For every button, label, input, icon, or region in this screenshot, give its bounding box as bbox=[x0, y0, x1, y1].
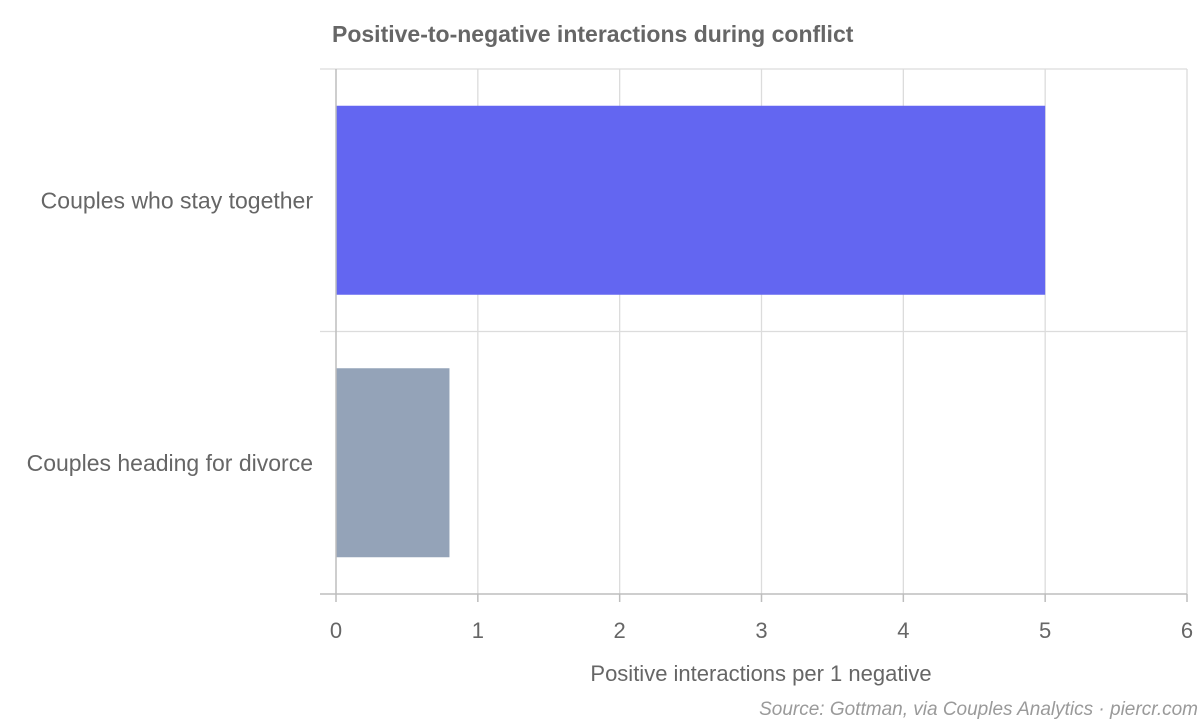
x-tick-label-2: 2 bbox=[614, 618, 626, 643]
x-tick-label-6: 6 bbox=[1181, 618, 1193, 643]
x-tick-label-5: 5 bbox=[1039, 618, 1051, 643]
x-axis-label: Positive interactions per 1 negative bbox=[590, 661, 931, 686]
bar-0 bbox=[336, 105, 1046, 295]
x-tick-labels: 0 1 2 3 4 5 6 bbox=[330, 618, 1193, 643]
axes bbox=[320, 69, 1188, 602]
x-tick-label-4: 4 bbox=[897, 618, 909, 643]
x-tick-label-1: 1 bbox=[472, 618, 484, 643]
x-tick-label-3: 3 bbox=[755, 618, 767, 643]
x-tick-label-0: 0 bbox=[330, 618, 342, 643]
chart-title: Positive-to-negative interactions during… bbox=[332, 21, 854, 47]
source-note: Source: Gottman, via Couples Analytics ·… bbox=[759, 699, 1198, 720]
category-label-0: Couples who stay together bbox=[41, 187, 314, 213]
bars bbox=[336, 105, 1046, 558]
bar-1 bbox=[336, 368, 450, 558]
category-labels: Couples who stay together Couples heading… bbox=[27, 187, 314, 476]
category-label-1: Couples heading for divorce bbox=[27, 450, 313, 476]
